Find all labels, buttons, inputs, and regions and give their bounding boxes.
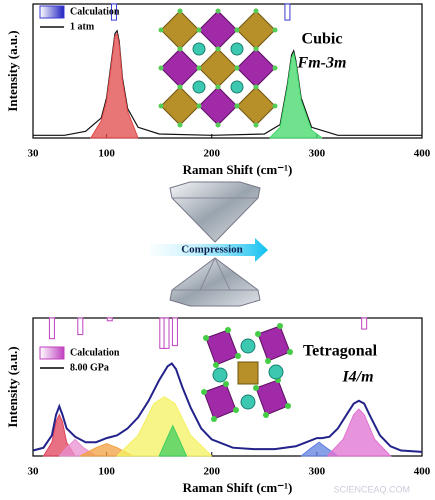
- calculation-bar: [171, 317, 178, 347]
- spectrum-line: [33, 29, 422, 136]
- spectrum-line: [32, 362, 423, 453]
- peak-area: [327, 408, 392, 457]
- diamond-anvils: [150, 181, 268, 307]
- x-tick-label: 200: [203, 466, 220, 478]
- x-tick-label: 200: [203, 148, 220, 160]
- calculation-bar: [163, 317, 170, 349]
- legend-swatch: [39, 346, 65, 360]
- phase-label: Tetragonal: [303, 343, 378, 360]
- calculation-bar: [361, 317, 368, 330]
- space-group-label: Fm-3m: [297, 55, 347, 72]
- legend-label: Calculation: [70, 6, 120, 17]
- plot: [32, 317, 423, 457]
- y-axis-label: Intensity (a.u.): [5, 30, 20, 111]
- calculation-bar: [106, 317, 113, 322]
- y-axis-label: Intensity (a.u.): [5, 346, 20, 427]
- plot-frame: [32, 3, 423, 139]
- x-tick-label: 30: [28, 466, 40, 478]
- peak-area: [158, 424, 188, 457]
- x-tick-label: 30: [28, 148, 40, 160]
- x-tick-label: 100: [98, 148, 115, 160]
- legend-label: 8.00 GPa: [70, 362, 109, 373]
- calculation-bar: [284, 3, 291, 21]
- peak-area: [269, 52, 323, 139]
- legend-label: 1 atm: [70, 21, 95, 32]
- plot: [32, 3, 423, 139]
- phase-label: Cubic: [302, 31, 343, 48]
- calculation-bar: [110, 3, 117, 21]
- x-tick-label: 400: [414, 466, 431, 478]
- x-tick-label: 400: [414, 148, 431, 160]
- x-tick-label: 100: [98, 466, 115, 478]
- peak-area: [89, 32, 139, 139]
- calculation-bar: [77, 317, 84, 336]
- tetragonal-structure: [200, 322, 294, 423]
- x-tick-label: 300: [309, 466, 326, 478]
- x-tick-label: 300: [309, 148, 326, 160]
- space-group-label: I4/m: [341, 369, 373, 386]
- arrow-label: Compression: [181, 244, 243, 256]
- x-axis-label: Raman Shift (cm⁻¹): [183, 480, 293, 495]
- calculation-bar: [48, 317, 55, 340]
- cubic-structure: [158, 8, 278, 128]
- legend-label: Calculation: [70, 347, 120, 358]
- plot-frame: [32, 317, 423, 457]
- watermark: SCIENCEAQ.COM: [333, 484, 410, 494]
- x-axis-label: Raman Shift (cm⁻¹): [183, 162, 293, 177]
- peak-area: [115, 396, 213, 457]
- legend-swatch: [39, 5, 65, 19]
